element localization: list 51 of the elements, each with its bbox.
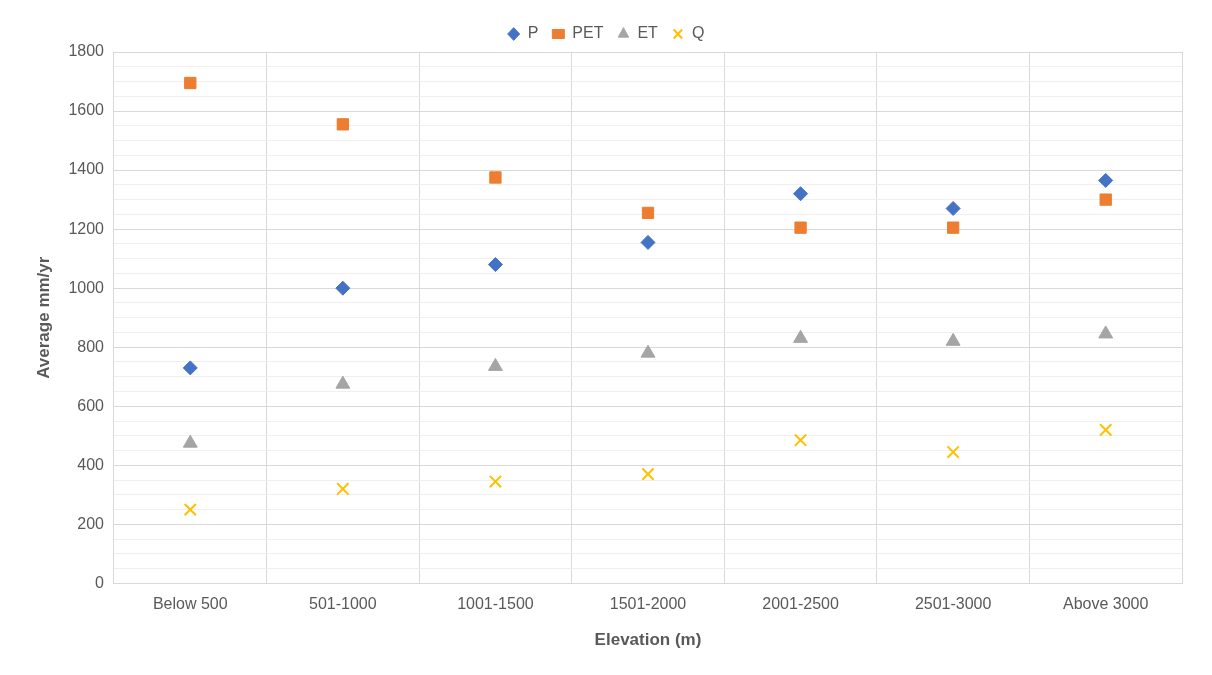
x-tick-label: 1501-2000 — [609, 595, 687, 613]
y-tick-label: 400 — [77, 455, 105, 473]
x-tick-label: 2001-2500 — [762, 595, 839, 613]
x-tick-label: Below 500 — [152, 595, 228, 613]
x-tick-label: 2501-3000 — [914, 595, 992, 613]
point — [945, 200, 961, 216]
point — [488, 474, 503, 489]
point — [946, 221, 960, 234]
point — [793, 329, 808, 343]
point — [489, 171, 502, 184]
point — [182, 360, 198, 376]
y-tick-label: 1800 — [68, 42, 105, 60]
y-tick-label: 1600 — [68, 101, 105, 119]
point — [945, 332, 961, 346]
point — [946, 445, 960, 459]
point — [1098, 172, 1114, 188]
point — [487, 257, 503, 273]
point — [1099, 193, 1112, 206]
x-axis-title: Elevation (m) — [594, 630, 702, 650]
point — [640, 344, 656, 358]
point — [488, 357, 503, 371]
point — [182, 434, 198, 448]
point — [184, 76, 197, 90]
point — [336, 482, 350, 496]
y-tick-label: 800 — [77, 337, 105, 355]
legend-label: Q — [691, 24, 705, 42]
y-tick-label: 0 — [95, 573, 105, 591]
legend-label: ET — [637, 24, 659, 42]
point — [335, 375, 351, 389]
point — [793, 433, 808, 447]
point — [335, 280, 351, 296]
y-tick-label: 1400 — [68, 160, 105, 178]
y-tick-label: 1000 — [68, 278, 105, 296]
point — [1099, 423, 1113, 437]
point — [794, 221, 807, 234]
x-tick-label: 501-1000 — [309, 595, 377, 613]
y-axis-title: Average mm/yr — [33, 256, 53, 379]
point — [183, 502, 197, 517]
point — [641, 206, 655, 220]
y-tick-label: 200 — [77, 514, 105, 532]
y-tick-label: 600 — [77, 396, 105, 414]
y-tick-label: 1200 — [68, 219, 105, 237]
point — [1098, 325, 1114, 339]
legend-label: P — [527, 24, 539, 42]
point — [641, 467, 655, 481]
point — [336, 118, 350, 131]
x-tick-label: Above 3000 — [1063, 595, 1149, 613]
point — [793, 186, 809, 202]
point — [640, 234, 656, 250]
x-tick-label: 1001-1500 — [457, 595, 534, 613]
legend-label: PET — [572, 24, 604, 42]
